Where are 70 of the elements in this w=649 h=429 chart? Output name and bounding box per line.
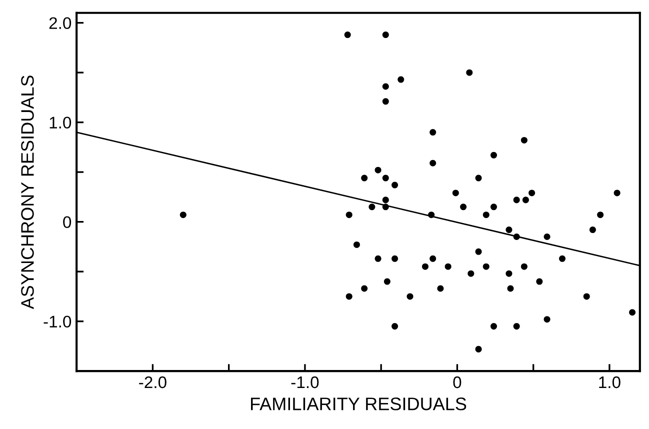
point (544, 233, 550, 240)
point (344, 32, 351, 38)
point (382, 174, 389, 182)
y-tick-label: 1.0 (50, 116, 72, 129)
point (559, 255, 566, 262)
point (444, 263, 452, 270)
point (507, 285, 514, 292)
point (382, 204, 389, 210)
point (180, 212, 186, 218)
y-tick-label: 2.0 (49, 17, 72, 30)
point (583, 293, 590, 300)
point (536, 278, 543, 285)
point (522, 196, 529, 204)
y-tick-label: 0 (63, 216, 72, 228)
y-axis-title: ASYNCHRONY RESIDUALS (21, 76, 34, 310)
x-tick-label: 1.0 (599, 376, 620, 388)
point (482, 263, 490, 270)
point (353, 241, 360, 248)
point (392, 255, 398, 262)
x-tick-label: 0 (453, 376, 462, 388)
point (475, 346, 482, 352)
x-axis-title: FAMILIARITY RESIDUALS (251, 398, 466, 410)
point (513, 196, 520, 204)
point (430, 160, 436, 166)
point (544, 316, 550, 323)
y-tick-label: -1.0 (44, 316, 72, 328)
point (506, 270, 512, 277)
point (430, 129, 436, 136)
point (597, 212, 604, 218)
point (506, 226, 512, 234)
point (374, 166, 382, 174)
point (475, 174, 482, 182)
point (346, 212, 352, 218)
point (629, 309, 636, 316)
point (374, 255, 382, 262)
point (398, 76, 404, 83)
point (482, 212, 490, 218)
point (437, 285, 444, 292)
point (406, 293, 414, 300)
x-tick-label: -1.0 (291, 376, 319, 388)
point (513, 323, 520, 330)
point (452, 190, 459, 196)
point (466, 69, 473, 76)
point (528, 190, 536, 196)
point (384, 278, 390, 285)
point (460, 204, 467, 210)
point (361, 174, 368, 182)
point (392, 323, 398, 330)
point (589, 226, 596, 234)
point (382, 196, 389, 204)
point (346, 293, 352, 300)
point (468, 270, 474, 277)
x-tick-label: -2.0 (139, 376, 166, 388)
point (382, 32, 389, 38)
point (428, 212, 435, 218)
point (614, 190, 620, 196)
point (490, 204, 498, 210)
point (520, 263, 528, 270)
point (368, 204, 376, 210)
point (490, 152, 498, 158)
point (520, 136, 528, 144)
point (392, 182, 398, 188)
point (361, 285, 368, 292)
point (382, 83, 389, 90)
point (490, 323, 498, 330)
point (382, 98, 389, 105)
point (430, 255, 436, 262)
point (513, 233, 520, 240)
point (422, 263, 428, 270)
point (475, 248, 482, 255)
